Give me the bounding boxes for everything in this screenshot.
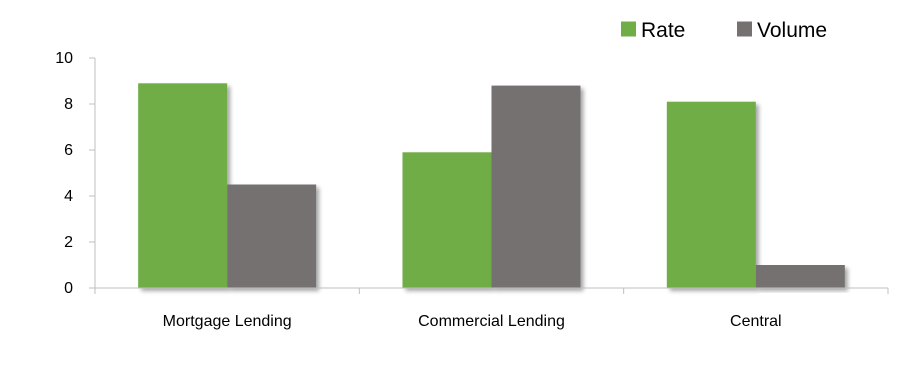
y-axis: 0 2 4 6 8 10 (55, 50, 96, 297)
y-tick-label: 8 (64, 96, 73, 113)
y-tick-label: 6 (64, 142, 73, 159)
bar-rate-1 (402, 152, 492, 288)
chart-legend: Rate Volume (621, 19, 827, 42)
y-tick-label: 4 (64, 188, 73, 205)
legend-label-volume: Volume (757, 19, 827, 42)
bar-rate-2 (666, 101, 756, 288)
y-tick-label: 10 (55, 50, 73, 67)
legend-swatch-rate (621, 21, 636, 37)
bar-volume-2 (755, 265, 845, 288)
category-label: Central (730, 313, 782, 330)
category-label: Mortgage Lending (163, 313, 292, 330)
legend-swatch-volume (737, 21, 752, 37)
x-axis (94, 287, 889, 294)
bar-volume-1 (491, 85, 581, 288)
bar-volume-0 (227, 184, 317, 288)
category-labels: Mortgage Lending Commercial Lending Centra… (163, 313, 782, 330)
y-tick-label: 2 (64, 234, 73, 251)
bars (138, 83, 845, 288)
legend-label-rate: Rate (641, 19, 685, 42)
category-label: Commercial Lending (418, 313, 565, 330)
y-tick-label: 0 (64, 280, 73, 297)
bar-rate-0 (138, 83, 228, 288)
